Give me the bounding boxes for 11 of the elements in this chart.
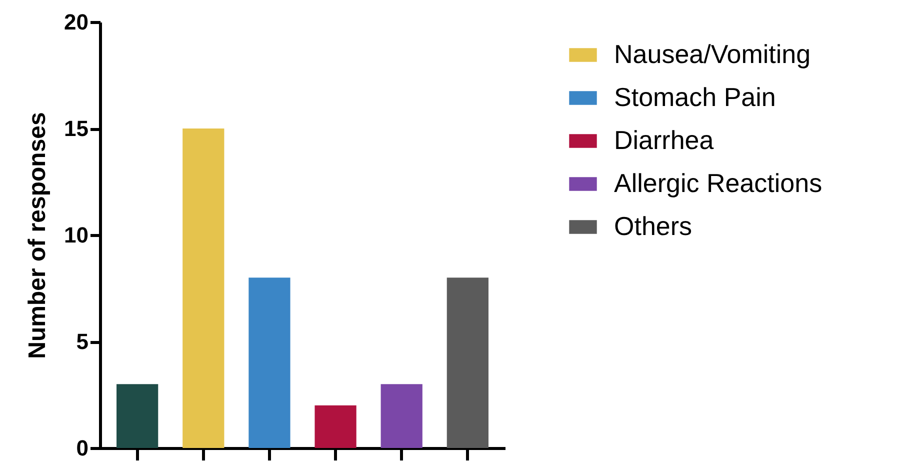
y-tick-label: 0 bbox=[76, 436, 88, 460]
y-axis-title: Number of responses bbox=[24, 112, 52, 359]
legend-label: Stomach Pain bbox=[614, 82, 776, 112]
y-tick-label: 5 bbox=[76, 329, 88, 354]
y-tick-label: 20 bbox=[64, 10, 88, 34]
legend-label: Nausea/Vomiting bbox=[614, 39, 811, 69]
legend-label: Diarrhea bbox=[614, 125, 714, 155]
legend-label: Allergic Reactions bbox=[614, 168, 822, 198]
y-tick-label: 10 bbox=[64, 222, 88, 248]
legend-label: Others bbox=[614, 211, 692, 241]
y-tick-label: 15 bbox=[64, 116, 88, 141]
